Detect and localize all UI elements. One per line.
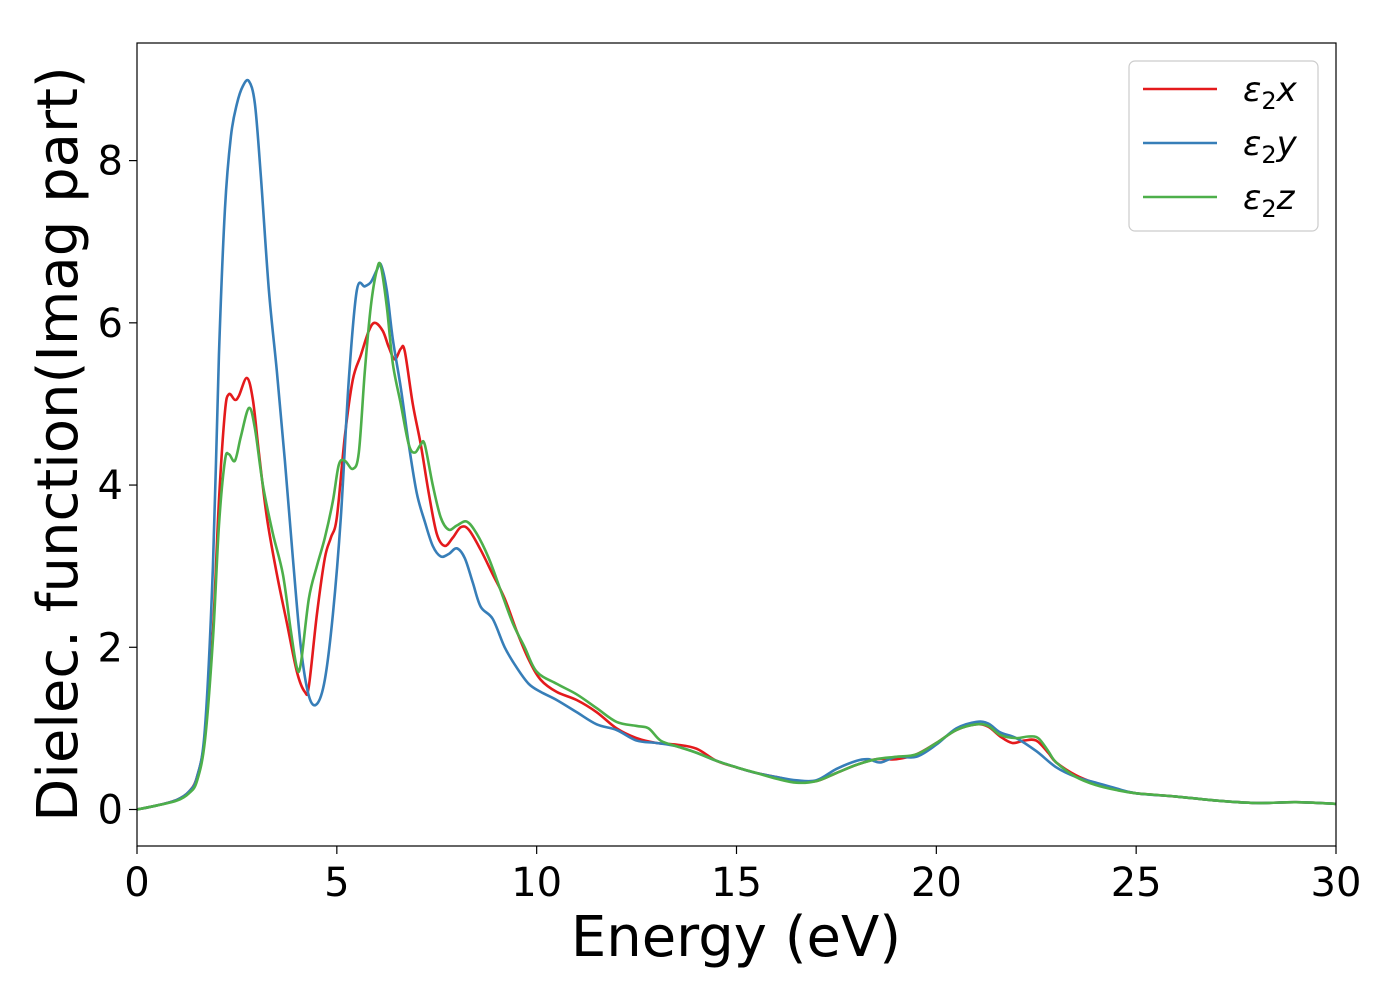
legend-label-z: ε2z (1243, 178, 1296, 223)
x-tick-label: 25 (1111, 860, 1162, 906)
x-tick-label: 10 (511, 860, 562, 906)
y-tick-label: 2 (98, 625, 123, 671)
y-axis-title: Dielec. function(Imag part) (26, 66, 91, 822)
x-tick-label: 15 (711, 860, 762, 906)
y-axis: 0 2 4 6 8 (98, 139, 137, 834)
x-axis: 0 5 10 15 20 25 30 (124, 846, 1361, 906)
legend-label-x: ε2x (1243, 70, 1298, 115)
legend: ε2x ε2y ε2z (1128, 60, 1319, 232)
series-line-z (137, 261, 1336, 811)
x-tick-label: 30 (1311, 860, 1362, 906)
series-line-y (137, 78, 1336, 811)
y-tick-label: 8 (98, 139, 123, 185)
y-tick-label: 4 (98, 463, 123, 509)
legend-box (1128, 60, 1319, 232)
y-tick-label: 6 (98, 301, 123, 347)
y-tick-label: 0 (98, 788, 123, 834)
legend-label-y: ε2y (1243, 124, 1298, 169)
x-tick-label: 0 (124, 860, 149, 906)
series-layer (137, 78, 1336, 811)
x-tick-label: 5 (324, 860, 349, 906)
x-axis-title: Energy (eV) (571, 905, 901, 970)
x-tick-label: 20 (911, 860, 962, 906)
